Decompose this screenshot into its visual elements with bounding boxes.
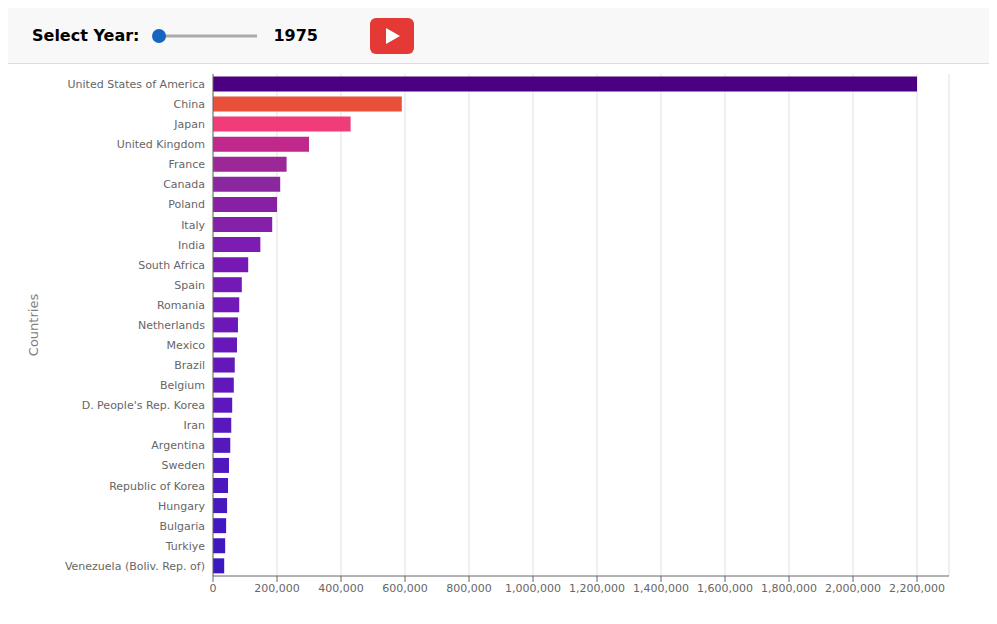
svg-text:1,000,000: 1,000,000 [505,582,561,595]
svg-text:1,600,000: 1,600,000 [697,582,753,595]
svg-text:1,200,000: 1,200,000 [569,582,625,595]
svg-text:Italy: Italy [181,219,205,232]
svg-text:South Africa: South Africa [138,259,205,272]
svg-text:Venezuela (Boliv. Rep. of): Venezuela (Boliv. Rep. of) [65,560,205,573]
svg-text:Turkiye: Turkiye [165,540,205,553]
svg-text:Hungary: Hungary [158,500,205,513]
svg-text:Bulgaria: Bulgaria [159,520,205,533]
html-text:1975: 1975 [273,26,318,45]
svg-text:600,000: 600,000 [382,582,428,595]
svg-text:China: China [174,98,205,111]
svg-text:2,000,000: 2,000,000 [825,582,881,595]
svg-text:Republic of Korea: Republic of Korea [109,480,205,493]
svg-text:Spain: Spain [174,279,205,292]
svg-text:Poland: Poland [168,198,205,211]
svg-text:Canada: Canada [163,178,205,191]
svg-text:Romania: Romania [157,299,205,312]
svg-text:Countries: Countries [26,294,41,357]
svg-text:400,000: 400,000 [318,582,364,595]
svg-text:United States of America: United States of America [68,78,205,91]
svg-text:1,400,000: 1,400,000 [633,582,689,595]
svg-text:2,200,000: 2,200,000 [889,582,945,595]
svg-text:Argentina: Argentina [151,439,205,452]
svg-text:200,000: 200,000 [254,582,300,595]
svg-text:Belgium: Belgium [160,379,205,392]
svg-text:0: 0 [210,582,217,595]
svg-text:Japan: Japan [173,118,205,131]
svg-text:India: India [178,239,205,252]
svg-text:United Kingdom: United Kingdom [117,138,205,151]
svg-text:1,800,000: 1,800,000 [761,582,817,595]
svg-text:D. People's Rep. Korea: D. People's Rep. Korea [82,399,205,412]
html-text:Select Year:: Select Year: [32,26,140,45]
svg-text:Iran: Iran [184,419,206,432]
svg-text:Brazil: Brazil [174,359,205,372]
svg-text:Sweden: Sweden [162,459,205,472]
svg-text:Mexico: Mexico [167,339,206,352]
svg-text:Netherlands: Netherlands [138,319,205,332]
svg-text:France: France [168,158,205,171]
svg-text:800,000: 800,000 [446,582,492,595]
